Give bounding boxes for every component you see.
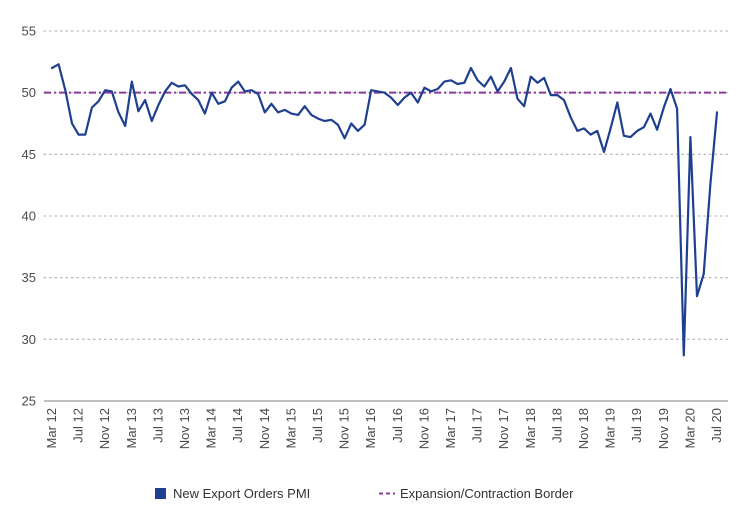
x-tick-label: Mar 12 [44, 408, 59, 448]
x-tick-label: Jul 19 [629, 408, 644, 443]
x-tick-label: Nov 14 [257, 408, 272, 449]
y-tick-label: 50 [22, 85, 36, 100]
pmi-line [50, 63, 719, 357]
x-tick-label: Mar 19 [603, 408, 618, 448]
x-axis-ticks: Mar 12 Jul 12 Nov 12 Mar 13 Jul 13 Nov 13 Mar … [44, 408, 724, 449]
y-axis-ticks: 25 30 35 40 45 50 55 [22, 24, 36, 409]
x-tick-label: Jul 18 [549, 408, 564, 443]
pmi-series [50, 63, 719, 357]
x-tick-label: Jul 12 [71, 408, 86, 443]
x-tick-label: Jul 14 [230, 408, 245, 443]
x-tick-label: Jul 20 [709, 408, 724, 443]
x-tick-label: Nov 17 [496, 408, 511, 449]
y-tick-label: 25 [22, 394, 36, 409]
legend-label-border: Expansion/Contraction Border [400, 486, 574, 501]
x-tick-label: Jul 16 [390, 408, 405, 443]
x-tick-label: Nov 16 [416, 408, 431, 449]
x-tick-label: Mar 15 [283, 408, 298, 448]
gridlines [43, 30, 729, 340]
x-tick-label: Jul 13 [150, 408, 165, 443]
x-tick-label: Nov 18 [576, 408, 591, 449]
legend-label-pmi: New Export Orders PMI [173, 486, 310, 501]
x-tick-label: Mar 17 [443, 408, 458, 448]
x-tick-label: Mar 20 [682, 408, 697, 448]
x-tick-label: Mar 16 [363, 408, 378, 448]
y-tick-label: 40 [22, 209, 36, 224]
x-tick-label: Mar 14 [204, 408, 219, 448]
y-tick-label: 55 [22, 24, 36, 39]
x-tick-label: Nov 15 [337, 408, 352, 449]
x-tick-label: Jul 17 [470, 408, 485, 443]
x-tick-label: Mar 18 [523, 408, 538, 448]
x-tick-label: Mar 13 [124, 408, 139, 448]
y-tick-label: 45 [22, 147, 36, 162]
legend: New Export Orders PMI Expansion/Contract… [155, 486, 574, 501]
x-tick-label: Nov 19 [656, 408, 671, 449]
y-tick-label: 30 [22, 332, 36, 347]
y-tick-label: 35 [22, 270, 36, 285]
x-tick-label: Nov 13 [177, 408, 192, 449]
x-tick-label: Jul 15 [310, 408, 325, 443]
x-tick-label: Nov 12 [97, 408, 112, 449]
legend-swatch-pmi [155, 488, 166, 499]
